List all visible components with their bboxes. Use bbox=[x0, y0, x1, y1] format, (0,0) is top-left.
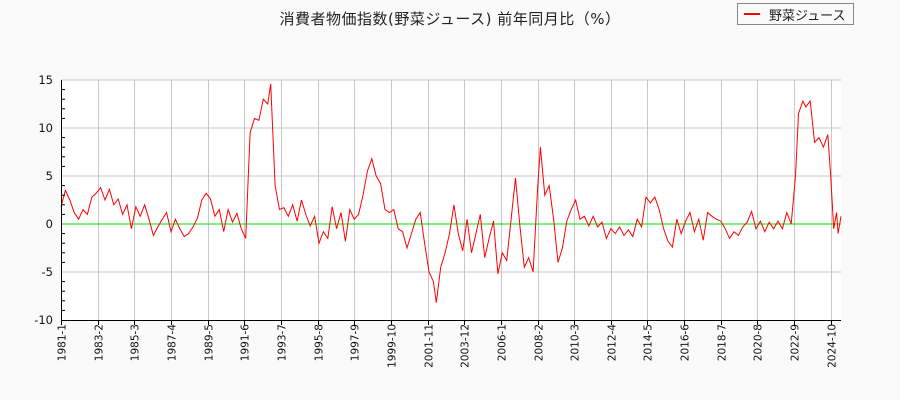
legend-label: 野菜ジュース bbox=[769, 8, 846, 24]
x-tick-label: 1981-1 bbox=[57, 324, 69, 361]
grid-lines bbox=[61, 79, 841, 320]
x-tick-label: 2016-6 bbox=[680, 324, 692, 362]
x-tick-label: 1999-10 bbox=[387, 324, 399, 368]
x-tick-label: 2018-7 bbox=[717, 324, 729, 361]
x-tick-label: 1995-8 bbox=[314, 324, 326, 361]
x-tick-label: 2020-8 bbox=[753, 324, 765, 361]
x-tick-label: 2008-2 bbox=[534, 324, 546, 361]
x-tick-label: 2022-9 bbox=[790, 324, 802, 361]
x-tick-label: 1985-3 bbox=[130, 324, 142, 361]
x-tick-label: 2001-11 bbox=[424, 324, 436, 368]
series-polyline bbox=[60, 83, 842, 303]
series-line-vegetable-juice bbox=[60, 83, 842, 303]
y-tick-label: 15 bbox=[38, 73, 53, 87]
legend-line-swatch-icon bbox=[744, 13, 760, 15]
axes bbox=[61, 80, 841, 321]
x-axis-ticks: 1981-1 1983-2 1985-3 1987-4 1989-5 1991-6 1993… bbox=[57, 320, 839, 368]
x-tick-label: 1989-5 bbox=[204, 324, 216, 361]
y-tick-label: -10 bbox=[34, 313, 53, 327]
x-tick-label: 1993-7 bbox=[277, 324, 289, 361]
chart-title: 消費者物価指数(野菜ジュース) 前年同月比（%） bbox=[279, 10, 621, 28]
y-tick-label: 10 bbox=[38, 121, 53, 135]
y-tick-label: 5 bbox=[46, 169, 53, 183]
x-tick-label: 2010-3 bbox=[570, 324, 582, 361]
x-tick-label: 1991-6 bbox=[240, 324, 252, 362]
legend: 野菜ジュース bbox=[737, 3, 854, 25]
x-tick-label: 2003-12 bbox=[460, 324, 472, 368]
x-tick-label: 2024-10 bbox=[827, 324, 839, 368]
x-tick-label: 1997-9 bbox=[350, 324, 362, 361]
y-tick-label: 0 bbox=[46, 217, 53, 231]
plot-area bbox=[61, 80, 841, 320]
y-axis-ticks: 15 10 5 0 -5 -10 bbox=[34, 73, 53, 327]
x-tick-label: 1987-4 bbox=[167, 324, 179, 362]
x-tick-label: 2014-5 bbox=[643, 324, 655, 361]
x-tick-label: 1983-2 bbox=[94, 324, 106, 361]
x-tick-label: 2012-4 bbox=[607, 324, 619, 362]
x-tick-label: 2006-1 bbox=[497, 324, 509, 361]
y-tick-label: -5 bbox=[42, 265, 53, 279]
